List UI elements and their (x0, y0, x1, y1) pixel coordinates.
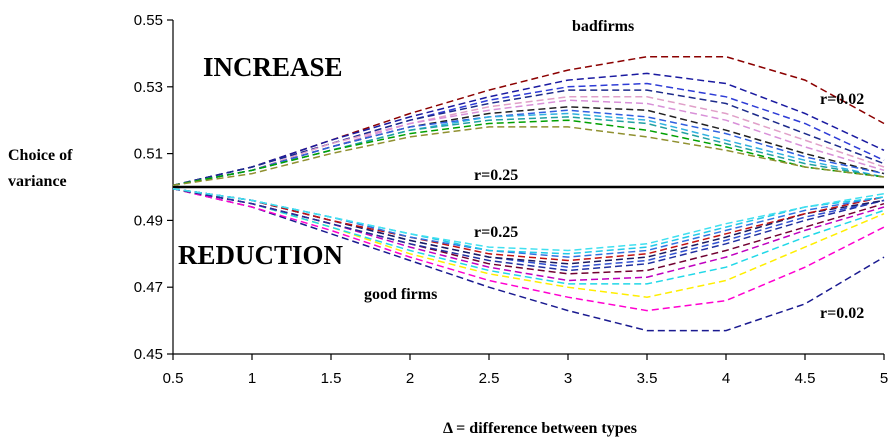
annotation-reduction: REDUCTION (178, 240, 344, 270)
series-line-bad-2 (172, 82, 885, 187)
y-axis-ticks: 0.45 0.47 0.49 0.51 0.53 0.55 (134, 12, 173, 363)
y-tick-label: 0.47 (134, 279, 163, 296)
series-line-good-20 (172, 187, 885, 265)
y-tick-label: 0.51 (134, 146, 163, 163)
x-tick-label: 4 (722, 370, 730, 387)
annotation-bad-firms: badfirms (572, 18, 634, 35)
x-tick-label: 4.5 (795, 370, 816, 387)
series-line-bad-7 (172, 109, 885, 187)
annotation-r-top-high: r=0.02 (820, 91, 864, 108)
y-tick-label: 0.45 (134, 346, 163, 363)
y-axis-label-line1: Choice of (8, 147, 73, 164)
x-tick-label: 1.5 (321, 370, 342, 387)
annotation-r-bottom-high: r=0.02 (820, 305, 864, 322)
x-tick-label: 2 (406, 370, 414, 387)
annotation-r-top-low: r=0.25 (474, 167, 518, 184)
annotation-increase: INCREASE (203, 52, 343, 82)
series-lines (172, 55, 885, 332)
series-line-bad-11 (172, 126, 885, 187)
series-line-bad-1 (172, 72, 885, 187)
series-line-good-12 (172, 187, 885, 332)
x-tick-label: 0.5 (163, 370, 184, 387)
y-tick-label: 0.53 (134, 79, 163, 96)
series-line-bad-3 (172, 89, 885, 187)
annotation-good-firms: good firms (364, 286, 437, 303)
x-tick-label: 3 (564, 370, 572, 387)
series-line-good-13 (172, 187, 885, 312)
x-tick-label: 5 (880, 370, 888, 387)
x-axis-ticks: 0.5 1 1.5 2 2.5 3 3.5 4 4.5 5 (163, 354, 888, 387)
series-line-good-15 (172, 187, 885, 285)
y-tick-label: 0.55 (134, 12, 163, 29)
series-line-bad-4 (172, 96, 885, 187)
x-tick-label: 2.5 (479, 370, 500, 387)
y-tick-label: 0.49 (134, 212, 163, 229)
series-line-good-18 (172, 187, 885, 272)
y-axis-label-line2: variance (8, 173, 67, 190)
x-tick-label: 1 (248, 370, 256, 387)
x-axis-label: Δ = difference between types (443, 420, 637, 437)
series-line-bad-10 (172, 119, 885, 187)
annotation-r-bottom-low: r=0.25 (474, 224, 518, 241)
x-tick-label: 3.5 (637, 370, 658, 387)
series-line-good-19 (172, 187, 885, 268)
series-line-bad-9 (172, 116, 885, 187)
series-line-bad-6 (172, 106, 885, 187)
